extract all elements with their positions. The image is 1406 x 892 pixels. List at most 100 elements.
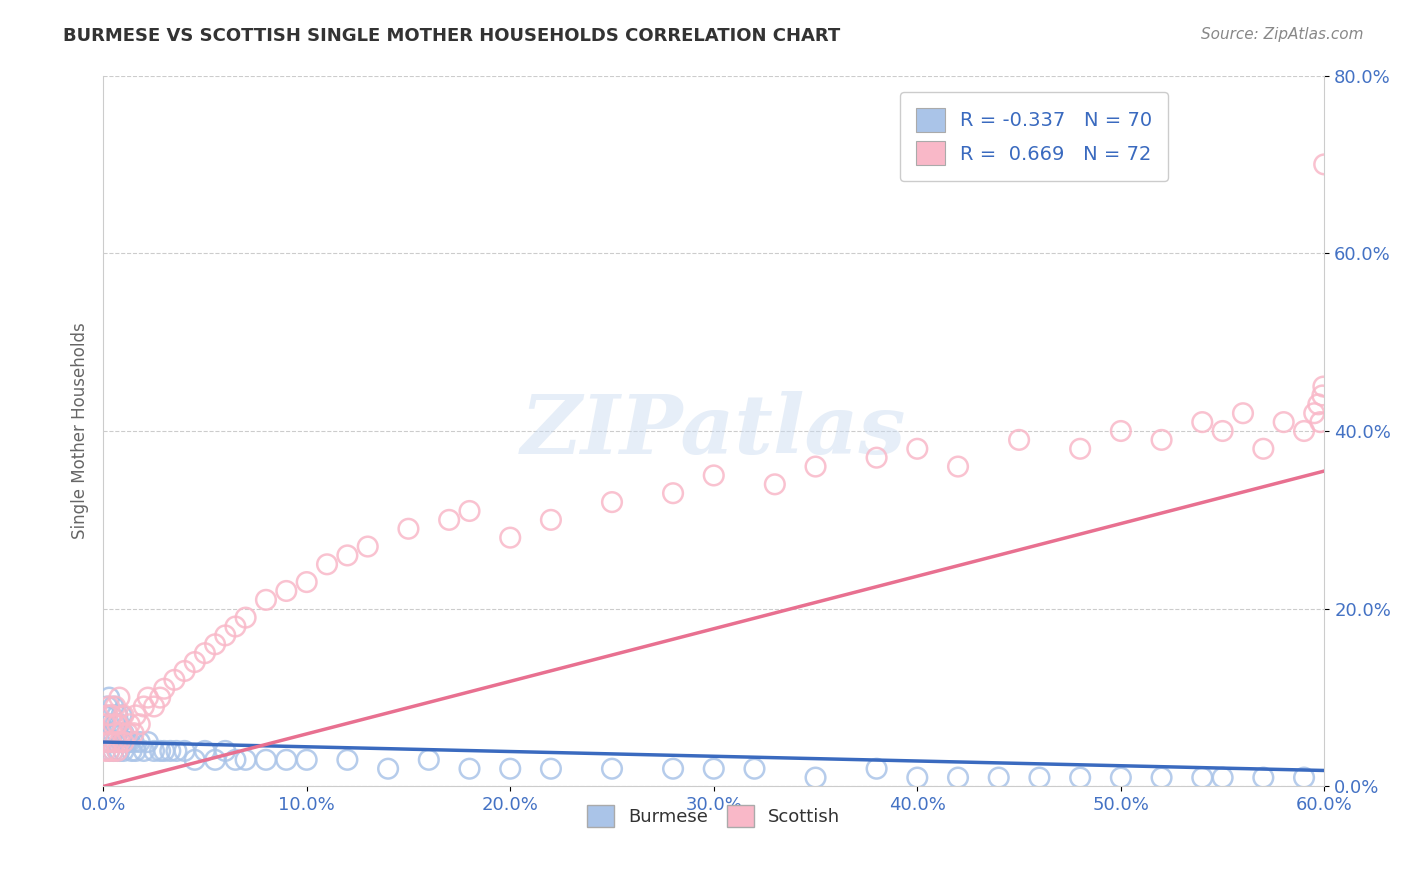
Point (96, 699, 118, 714)
Point (117, 735, 139, 749)
Point (1109, 771, 1132, 785)
Point (163, 673, 186, 687)
Point (110, 735, 132, 749)
Point (105, 708, 128, 723)
Point (98, 699, 121, 714)
Point (804, 771, 827, 785)
Point (143, 744, 166, 758)
Point (1292, 424, 1315, 438)
Point (254, 592, 277, 607)
Point (122, 726, 145, 740)
Point (183, 753, 205, 767)
Point (128, 717, 150, 731)
Point (173, 744, 195, 758)
Point (224, 753, 246, 767)
Point (136, 690, 159, 705)
Point (276, 753, 298, 767)
Point (98, 690, 121, 705)
Point (1008, 433, 1031, 447)
Point (703, 762, 725, 776)
Point (104, 717, 127, 731)
Point (1303, 406, 1326, 420)
Point (316, 558, 339, 572)
Point (125, 708, 148, 723)
Point (1232, 406, 1254, 420)
Point (418, 753, 440, 767)
Point (1150, 771, 1173, 785)
Point (865, 762, 887, 776)
Point (96, 735, 118, 749)
Point (1069, 771, 1091, 785)
Point (104, 735, 127, 749)
Point (194, 744, 217, 758)
Point (132, 699, 155, 714)
Point (600, 495, 623, 509)
Point (94, 708, 117, 723)
Point (143, 699, 166, 714)
Point (112, 726, 135, 740)
Point (1109, 424, 1132, 438)
Legend: Burmese, Scottish: Burmese, Scottish (581, 797, 848, 834)
Point (295, 753, 318, 767)
Text: ZIPatlas: ZIPatlas (522, 391, 907, 471)
Point (128, 735, 150, 749)
Point (763, 477, 786, 491)
Point (499, 531, 522, 545)
Point (194, 646, 217, 660)
Point (136, 735, 159, 749)
Point (100, 735, 122, 749)
Point (1212, 424, 1234, 438)
Point (122, 735, 145, 749)
Point (104, 735, 127, 749)
Point (100, 735, 122, 749)
Point (103, 717, 125, 731)
Point (1191, 415, 1213, 429)
Point (1308, 397, 1330, 411)
Point (540, 513, 562, 527)
Point (214, 744, 236, 758)
Point (235, 610, 257, 624)
Point (104, 699, 127, 714)
Point (1312, 388, 1334, 402)
Point (804, 459, 827, 474)
Point (103, 726, 125, 740)
Point (1272, 415, 1295, 429)
Point (1253, 771, 1275, 785)
Point (437, 513, 460, 527)
Point (540, 762, 562, 776)
Point (105, 744, 128, 758)
Point (114, 735, 136, 749)
Point (662, 486, 685, 500)
Point (1312, 379, 1334, 393)
Point (276, 584, 298, 599)
Point (108, 690, 131, 705)
Point (254, 753, 277, 767)
Point (108, 735, 131, 749)
Point (121, 744, 143, 758)
Point (103, 744, 125, 758)
Point (458, 504, 481, 518)
Point (165, 744, 187, 758)
Point (98, 744, 121, 758)
Point (1191, 771, 1213, 785)
Point (1309, 415, 1331, 429)
Point (224, 619, 246, 633)
Point (703, 468, 725, 483)
Text: Source: ZipAtlas.com: Source: ZipAtlas.com (1201, 27, 1364, 42)
Point (204, 753, 226, 767)
Point (173, 664, 195, 678)
Point (112, 735, 135, 749)
Point (1212, 771, 1234, 785)
Y-axis label: Single Mother Households: Single Mother Households (72, 323, 89, 540)
Point (118, 735, 141, 749)
Point (336, 549, 359, 563)
Point (987, 771, 1010, 785)
Point (105, 717, 128, 731)
Text: BURMESE VS SCOTTISH SINGLE MOTHER HOUSEHOLDS CORRELATION CHART: BURMESE VS SCOTTISH SINGLE MOTHER HOUSEH… (63, 27, 841, 45)
Point (149, 744, 172, 758)
Point (458, 762, 481, 776)
Point (103, 699, 125, 714)
Point (100, 708, 122, 723)
Point (105, 726, 128, 740)
Point (110, 708, 132, 723)
